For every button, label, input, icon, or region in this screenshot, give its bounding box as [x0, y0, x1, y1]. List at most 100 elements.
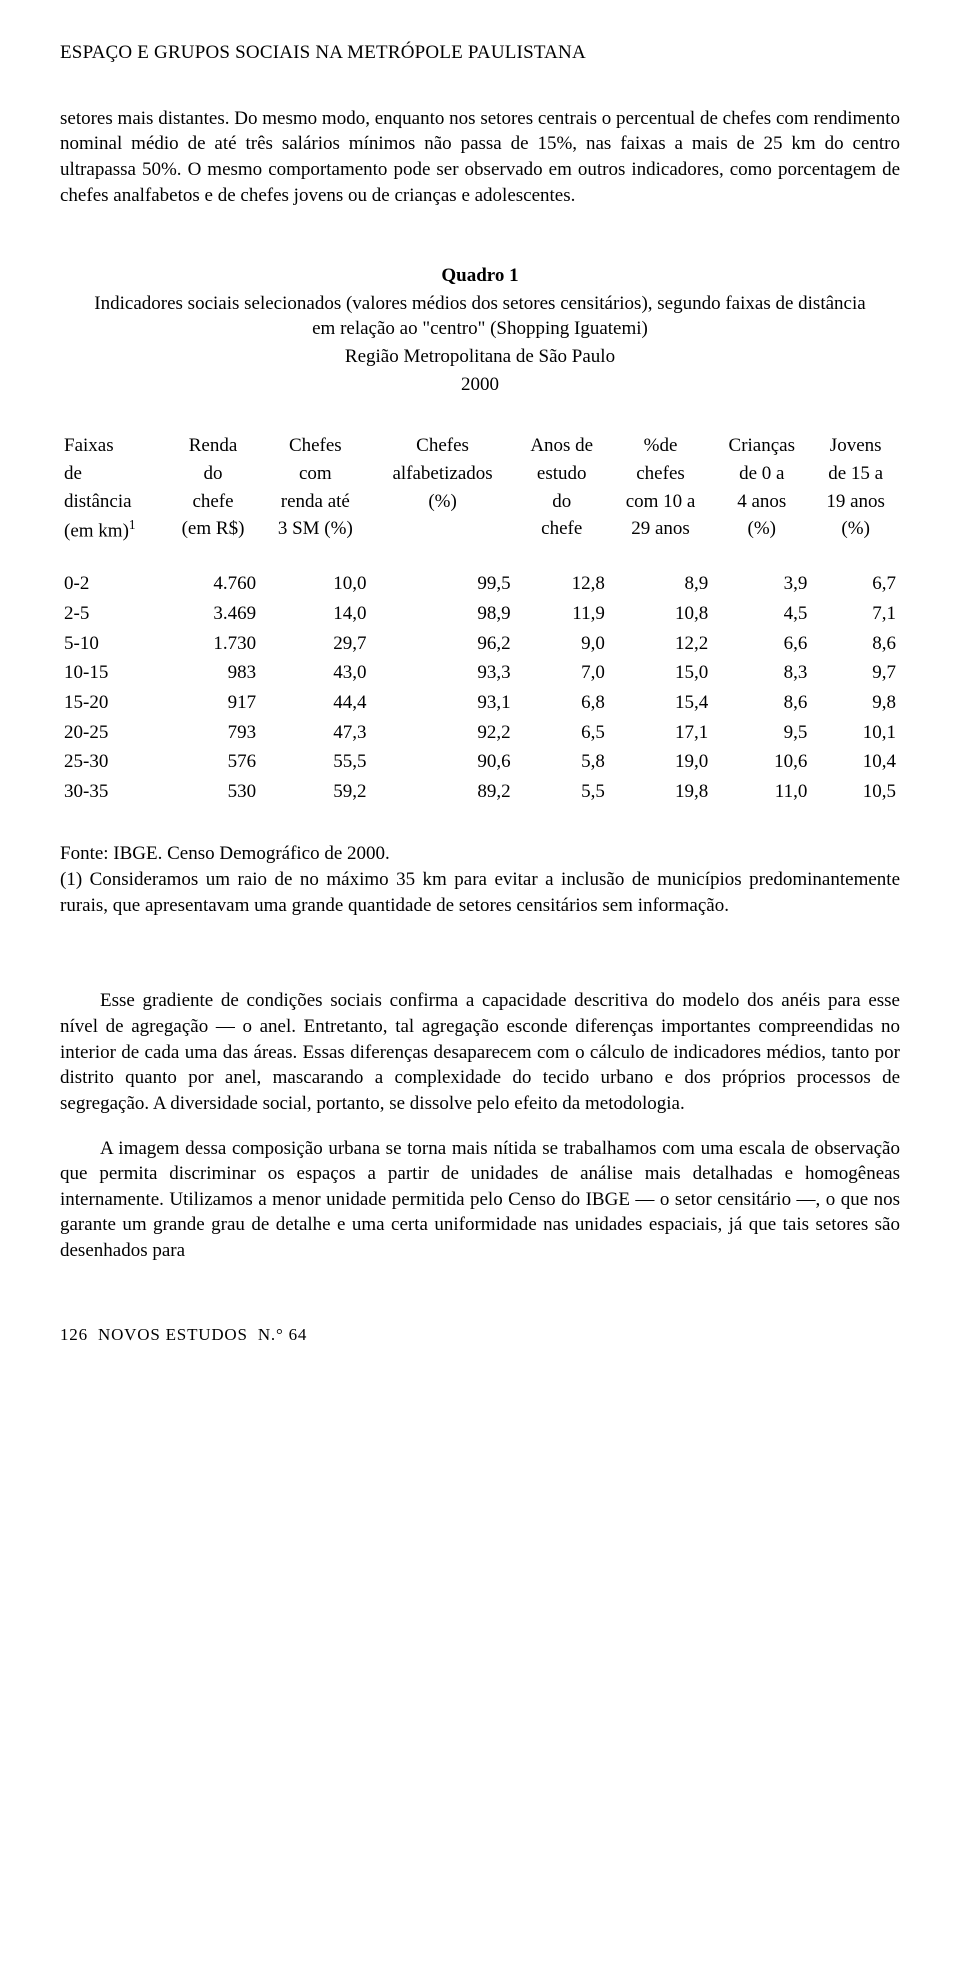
col-header: %de	[609, 432, 712, 460]
table-row: 2-53.46914,098,911,910,84,57,1	[60, 599, 900, 629]
table-cell: 2-5	[60, 599, 166, 629]
col-header: chefe	[515, 515, 609, 545]
table-footnote: (1) Consideramos um raio de no máximo 35…	[60, 869, 900, 916]
table-cell: 43,0	[260, 658, 370, 688]
table-cell: 89,2	[371, 777, 515, 807]
table-cell: 10,8	[609, 599, 712, 629]
col-header	[371, 515, 515, 545]
table-cell: 15,0	[609, 658, 712, 688]
table-cell: 4.760	[166, 569, 260, 599]
col-header: 29 anos	[609, 515, 712, 545]
table-body: 0-24.76010,099,512,88,93,96,72-53.46914,…	[60, 569, 900, 806]
issue-number: N.° 64	[258, 1325, 307, 1344]
col-header: Jovens	[811, 432, 900, 460]
table-cell: 6,6	[712, 629, 811, 659]
col-header: Renda	[166, 432, 260, 460]
table-cell: 9,0	[515, 629, 609, 659]
table-cell: 25-30	[60, 747, 166, 777]
table-cell: 14,0	[260, 599, 370, 629]
col-header: (em km)1	[60, 515, 166, 545]
col-header: estudo	[515, 460, 609, 488]
table-cell: 29,7	[260, 629, 370, 659]
table-cell: 9,8	[811, 688, 900, 718]
table-cell: 10,4	[811, 747, 900, 777]
table-cell: 10,1	[811, 718, 900, 748]
table-cell: 10,0	[260, 569, 370, 599]
table-cell: 19,8	[609, 777, 712, 807]
page-number: 126	[60, 1325, 88, 1344]
table-cell: 5,8	[515, 747, 609, 777]
table-cell: 12,8	[515, 569, 609, 599]
table-cell: 10-15	[60, 658, 166, 688]
table-cell: 90,6	[371, 747, 515, 777]
col-header: 4 anos	[712, 488, 811, 516]
table-source: Fonte: IBGE. Censo Demográfico de 2000. …	[60, 841, 900, 918]
body-paragraph-1: Esse gradiente de condições sociais conf…	[60, 988, 900, 1116]
col-header: renda até	[260, 488, 370, 516]
table-cell: 7,1	[811, 599, 900, 629]
quadro-subtitle-3: 2000	[90, 372, 870, 398]
table-cell: 9,5	[712, 718, 811, 748]
table-cell: 6,5	[515, 718, 609, 748]
table-cell: 0-2	[60, 569, 166, 599]
col-header: Crianças	[712, 432, 811, 460]
col-header: do	[515, 488, 609, 516]
table-cell: 793	[166, 718, 260, 748]
table-cell: 15,4	[609, 688, 712, 718]
col-header: do	[166, 460, 260, 488]
table-cell: 4,5	[712, 599, 811, 629]
quadro-subtitle-2: Região Metropolitana de São Paulo	[90, 344, 870, 370]
table-cell: 11,0	[712, 777, 811, 807]
col-header: de	[60, 460, 166, 488]
table-cell: 5,5	[515, 777, 609, 807]
table-cell: 15-20	[60, 688, 166, 718]
table-cell: 3,9	[712, 569, 811, 599]
quadro-title: Quadro 1	[60, 263, 900, 289]
table-row: 10-1598343,093,37,015,08,39,7	[60, 658, 900, 688]
col-header: chefe	[166, 488, 260, 516]
table-cell: 8,6	[712, 688, 811, 718]
table-cell: 576	[166, 747, 260, 777]
table-cell: 917	[166, 688, 260, 718]
table-cell: 983	[166, 658, 260, 688]
col-header: com	[260, 460, 370, 488]
table-cell: 11,9	[515, 599, 609, 629]
col-header: Anos de	[515, 432, 609, 460]
col-header: Faixas	[60, 432, 166, 460]
intro-paragraph: setores mais distantes. Do mesmo modo, e…	[60, 106, 900, 209]
table-cell: 30-35	[60, 777, 166, 807]
col-header: Chefes	[260, 432, 370, 460]
table-cell: 44,4	[260, 688, 370, 718]
table-cell: 9,7	[811, 658, 900, 688]
table-cell: 55,5	[260, 747, 370, 777]
table-cell: 47,3	[260, 718, 370, 748]
fonte-text: Fonte: IBGE. Censo Demográfico de 2000.	[60, 843, 390, 864]
col-header: distância	[60, 488, 166, 516]
col-header: alfabetizados	[371, 460, 515, 488]
table-row: 0-24.76010,099,512,88,93,96,7	[60, 569, 900, 599]
table-cell: 1.730	[166, 629, 260, 659]
col-header-text: (em km)	[64, 521, 129, 542]
table-cell: 59,2	[260, 777, 370, 807]
table-cell: 93,3	[371, 658, 515, 688]
table-row: 30-3553059,289,25,519,811,010,5	[60, 777, 900, 807]
col-header: de 0 a	[712, 460, 811, 488]
table-cell: 99,5	[371, 569, 515, 599]
table-cell: 20-25	[60, 718, 166, 748]
table-cell: 530	[166, 777, 260, 807]
col-header: 3 SM (%)	[260, 515, 370, 545]
table-cell: 10,5	[811, 777, 900, 807]
table-cell: 6,8	[515, 688, 609, 718]
body-paragraph-2: A imagem dessa composição urbana se torn…	[60, 1136, 900, 1264]
col-header: 19 anos	[811, 488, 900, 516]
journal-name: NOVOS ESTUDOS	[98, 1325, 248, 1344]
col-header: (%)	[371, 488, 515, 516]
table-cell: 17,1	[609, 718, 712, 748]
table-cell: 5-10	[60, 629, 166, 659]
col-header: (%)	[712, 515, 811, 545]
col-header: com 10 a	[609, 488, 712, 516]
table-cell: 8,3	[712, 658, 811, 688]
table-row: 5-101.73029,796,29,012,26,68,6	[60, 629, 900, 659]
table-row: 15-2091744,493,16,815,48,69,8	[60, 688, 900, 718]
table-row: 20-2579347,392,26,517,19,510,1	[60, 718, 900, 748]
